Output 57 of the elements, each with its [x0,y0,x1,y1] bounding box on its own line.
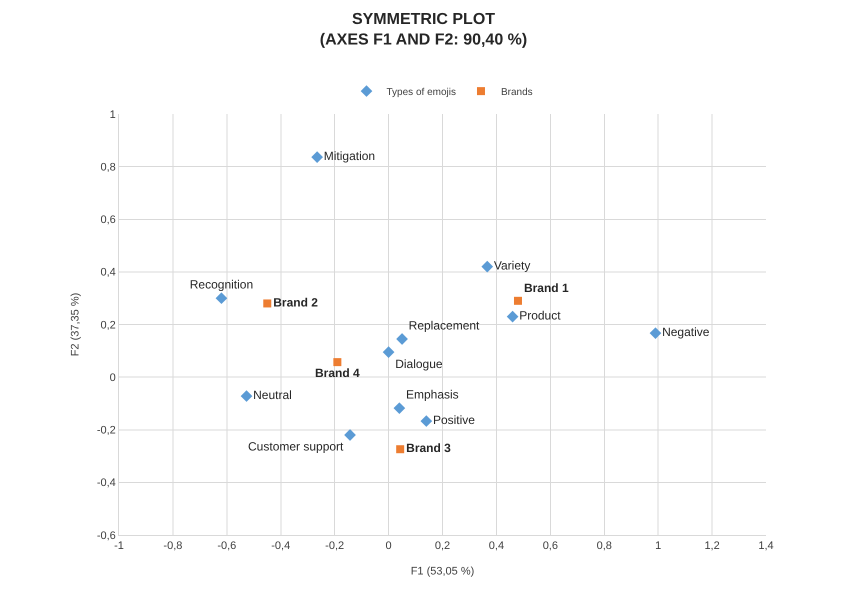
point [394,402,406,414]
x-tick-label: -0,6 [217,540,236,552]
y-axis-title: F2 (37,35 %) [69,292,82,356]
y-tick-label: 0,2 [100,319,116,332]
point [650,327,662,340]
data-label: Variety [494,258,530,273]
chart-title: SYMMETRIC PLOT (AXES F1 AND F2: 90,40 %) [320,10,528,49]
data-label: Brand 4 [315,366,360,380]
x-tick-label: 0 [386,540,392,552]
y-tick-label: 0,8 [100,161,116,174]
data-label: Brand 3 [406,441,452,456]
x-tick-label: 0,8 [596,540,612,552]
x-tick-label: -0,8 [163,540,182,552]
legend-label: Brands [500,86,533,98]
point [506,310,518,322]
y-tick-label: 0 [110,372,116,384]
point [514,296,522,305]
data-label: Negative [662,325,710,340]
y-tick-label: 1 [110,108,116,121]
point [382,346,394,358]
point [263,299,272,308]
point [333,358,342,366]
x-tick-label: -1 [114,540,124,552]
legend-label: Types of emojis [386,86,456,98]
x-tick-label: 1 [655,540,662,552]
y-tick-label: -0,4 [96,477,116,490]
x-axis-title: F1 (53,05 %) [410,565,474,578]
data-label: Replacement [408,318,480,332]
point [420,415,432,427]
x-tick-label: 0,2 [434,540,450,552]
data-label: Emphasis [406,388,459,402]
data-label: Brand 2 [273,295,318,310]
y-tick-label: -0,2 [96,424,116,437]
data-label: Neutral [253,388,292,402]
point [396,333,408,345]
point [344,429,356,441]
data-label: Product [519,308,562,323]
x-tick-label: 1,4 [758,540,774,552]
data-label: Brand 1 [524,280,569,295]
data-label: Dialogue [395,356,443,371]
y-tick-label: 0,4 [100,266,116,279]
x-tick-label: 0,4 [488,540,504,552]
point [481,260,494,272]
point [216,292,228,304]
data-label: Customer support [248,440,344,454]
point [240,390,252,402]
x-tick-label: 0,6 [542,540,558,552]
data-label: Positive [432,413,476,428]
y-tick-label: 0,6 [100,214,116,226]
x-tick-label: 1,2 [704,540,720,552]
point [396,445,404,454]
y-tick-label: -0,6 [96,530,116,542]
x-tick-label: -0,2 [325,540,344,552]
data-label: Mitigation [324,149,376,164]
data-label: Recognition [190,278,254,292]
point [311,151,323,163]
x-tick-label: -0,4 [271,540,290,552]
